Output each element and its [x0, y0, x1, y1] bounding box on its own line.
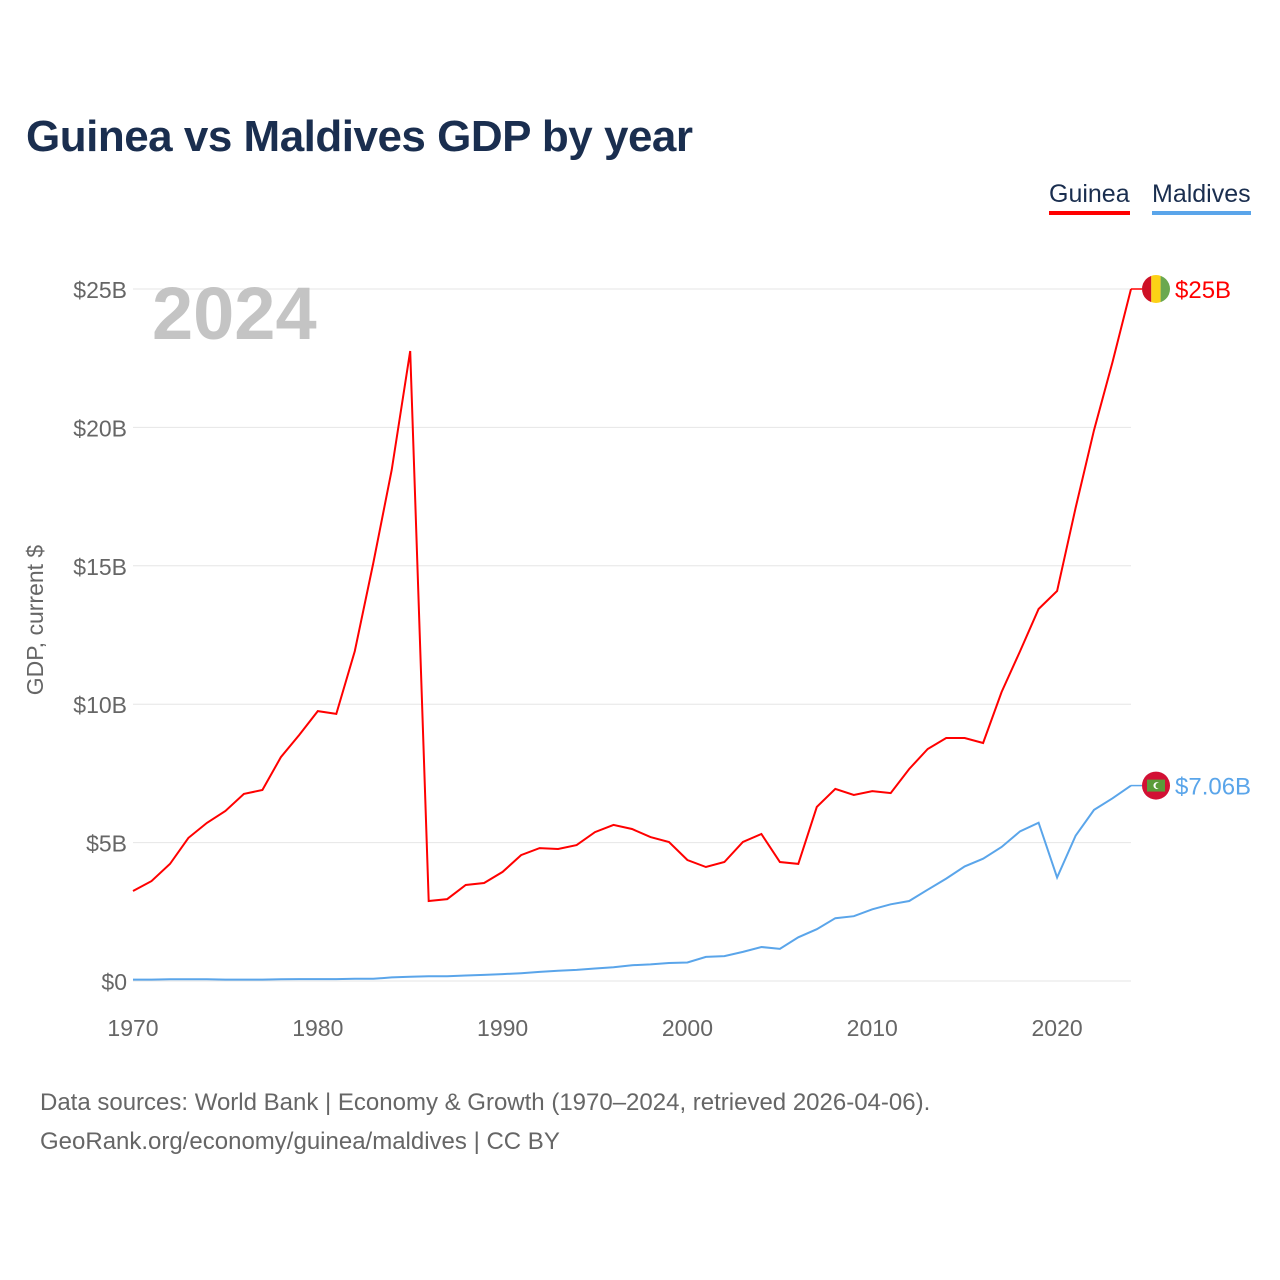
chart-title: Guinea vs Maldives GDP by year — [26, 112, 693, 161]
x-tick-label: 1970 — [107, 1015, 158, 1041]
guinea-flag-icon — [1142, 275, 1152, 303]
y-tick-label: $20B — [73, 415, 127, 441]
y-tick-label: $10B — [73, 692, 127, 718]
x-tick-label: 2020 — [1031, 1015, 1082, 1041]
y-tick-label: $5B — [86, 831, 127, 857]
x-tick-label: 1980 — [292, 1015, 343, 1041]
y-axis-label: GDP, current $ — [22, 545, 48, 696]
series-line-maldives — [133, 784, 1132, 981]
footer-link[interactable]: GeoRank.org/economy/guinea/maldives | CC… — [40, 1128, 560, 1155]
footer: Data sources: World Bank | Economy & Gro… — [40, 1083, 930, 1161]
x-tick-label: 1990 — [477, 1015, 528, 1041]
legend-guinea[interactable]: Guinea — [1049, 180, 1130, 215]
end-value-label: $7.06B — [1175, 774, 1251, 801]
guinea-flag-icon — [1151, 275, 1161, 303]
year-watermark: 2024 — [152, 272, 317, 355]
footer-sources: Data sources: World Bank | Economy & Gro… — [40, 1089, 931, 1116]
end-value-label: $25B — [1175, 277, 1231, 304]
maldives-flag-icon — [1155, 782, 1162, 789]
x-tick-label: 2000 — [662, 1015, 713, 1041]
legend-maldives[interactable]: Maldives — [1152, 180, 1251, 215]
y-tick-label: $25B — [73, 277, 127, 303]
guinea-flag-icon — [1160, 275, 1170, 303]
y-tick-label: $0 — [101, 969, 127, 995]
y-tick-label: $15B — [73, 554, 127, 580]
x-tick-label: 2010 — [847, 1015, 898, 1041]
series-line-guinea — [132, 288, 1132, 903]
